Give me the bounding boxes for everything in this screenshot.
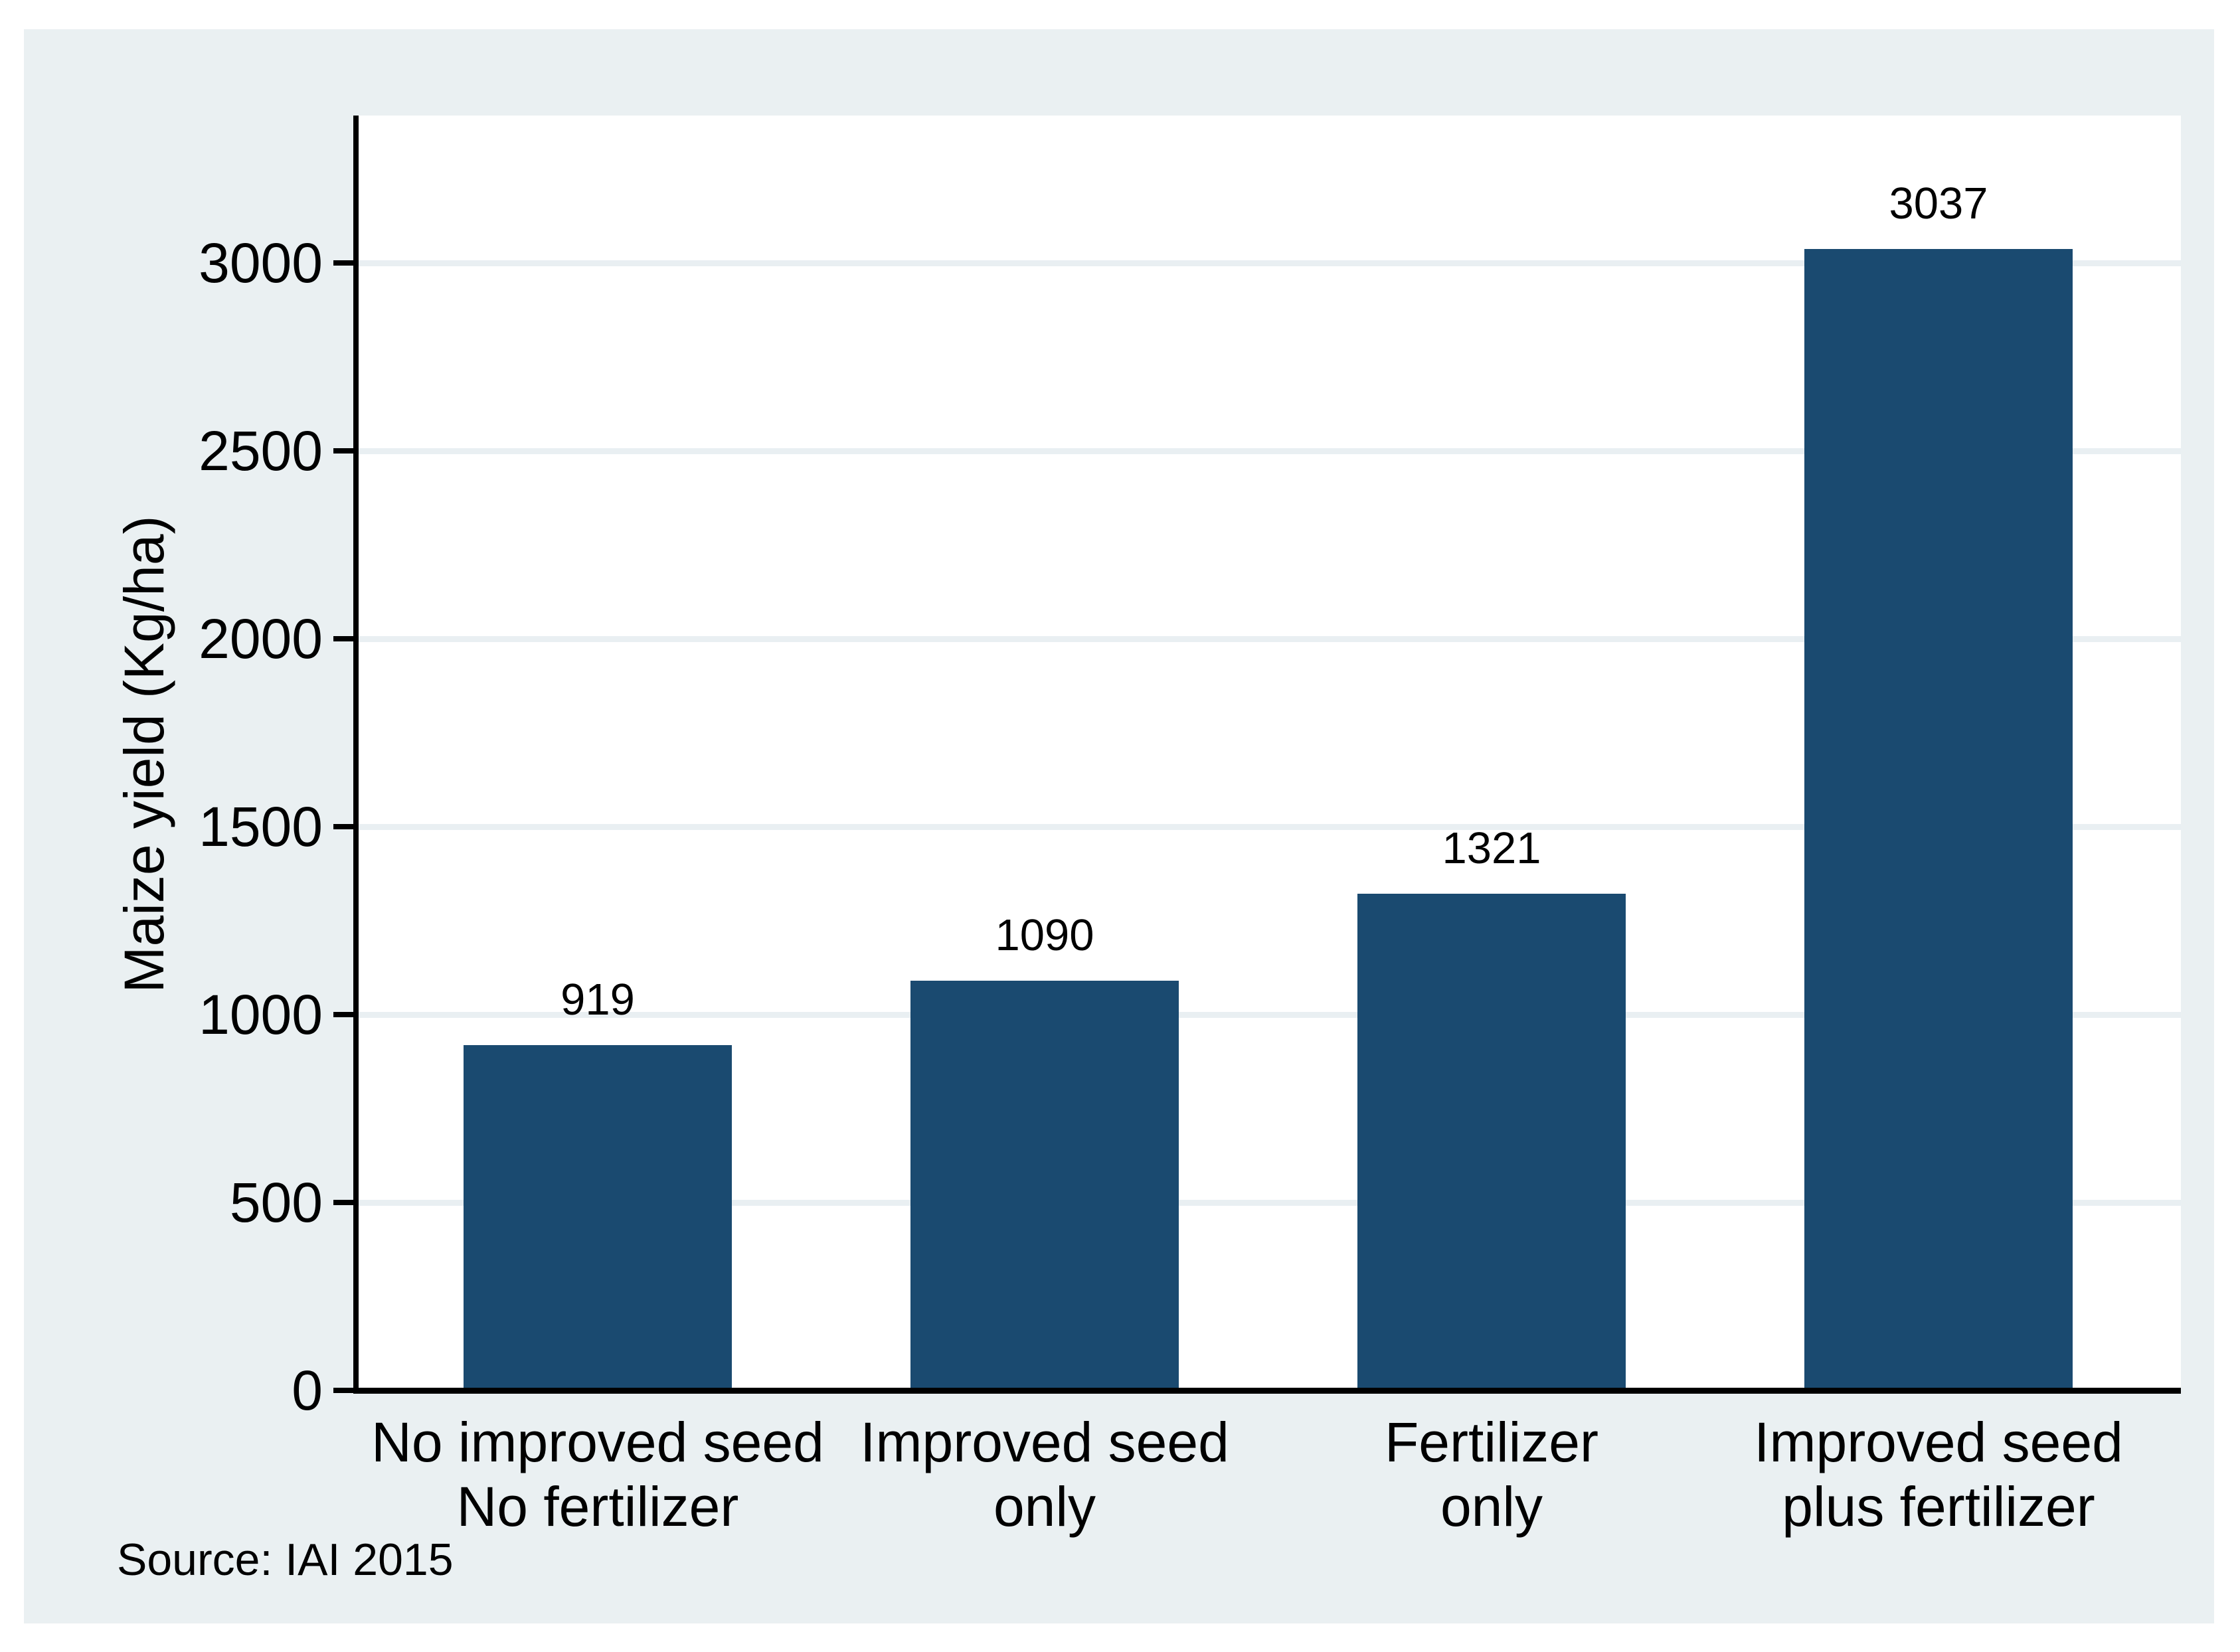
x-category-label-line: No improved seed [371, 1411, 824, 1473]
y-axis-title: Maize yield (Kg/ha) [113, 515, 175, 993]
y-tick-label: 2000 [199, 608, 323, 670]
x-category-label-line: only [1440, 1475, 1543, 1538]
gridline [359, 260, 2181, 266]
x-category-label: Improved seed plus fertilizer [1640, 1410, 2237, 1539]
bar-value-label: 3037 [1889, 179, 1988, 228]
x-category-label-line: Improved seed [1754, 1411, 2123, 1473]
bar [1357, 894, 1626, 1390]
x-category-label-line: No fertilizer [456, 1475, 739, 1538]
y-tick-label: 1000 [199, 983, 323, 1046]
x-category-label-line: only [993, 1475, 1096, 1538]
bar [464, 1045, 732, 1390]
y-axis-line [353, 116, 359, 1393]
bar-value-label: 919 [560, 975, 635, 1025]
y-tick-mark [333, 260, 353, 266]
y-tick-mark [333, 636, 353, 641]
y-tick-mark [333, 1200, 353, 1205]
y-tick-label: 3000 [199, 232, 323, 294]
gridline [359, 636, 2181, 642]
gridline [359, 1200, 2181, 1206]
chart-background: 0 500 1000 1500 2000 2500 3000 919 1090 1321 3037… [24, 29, 2214, 1623]
y-tick-label: 500 [229, 1171, 323, 1234]
x-category-label: Fertilizer only [1193, 1410, 1790, 1539]
bar-value-label: 1321 [1442, 823, 1541, 873]
x-category-label-line: Fertilizer [1384, 1411, 1598, 1473]
x-category-label: Improved seed only [746, 1410, 1343, 1539]
bar [910, 981, 1179, 1390]
x-axis-line [353, 1388, 2181, 1394]
y-tick-mark [333, 1012, 353, 1017]
y-tick-label: 1500 [199, 795, 323, 858]
x-category-label-line: plus fertilizer [1782, 1475, 2095, 1538]
x-category-label: No improved seed No fertilizer [299, 1410, 897, 1539]
gridline [359, 1012, 2181, 1018]
y-tick-mark [333, 824, 353, 829]
y-tick-label: 2500 [199, 420, 323, 482]
gridline [359, 824, 2181, 830]
x-category-label-line: Improved seed [860, 1411, 1229, 1473]
bar [1804, 249, 2073, 1390]
y-tick-mark [333, 1388, 353, 1393]
y-tick-label: 0 [292, 1359, 323, 1422]
y-tick-mark [333, 448, 353, 454]
bar-value-label: 1090 [995, 910, 1094, 960]
gridline [359, 448, 2181, 454]
source-note: Source: IAI 2015 [117, 1534, 454, 1585]
